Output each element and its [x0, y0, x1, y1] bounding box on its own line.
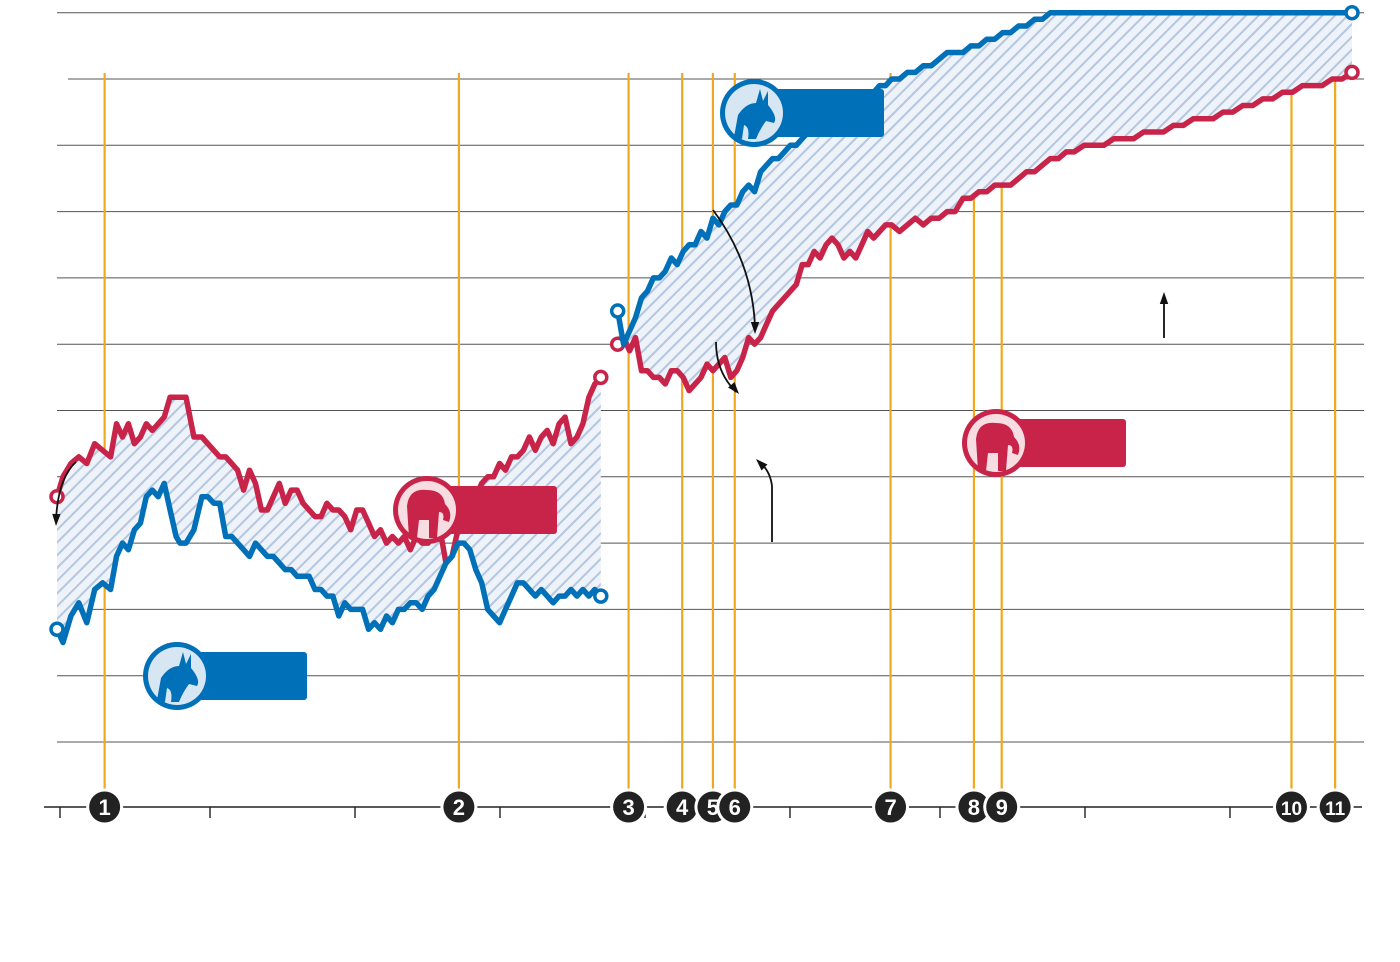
event-marker-disc	[1319, 791, 1351, 823]
dem-line	[614, 9, 1355, 347]
event-marker-8: 8	[955, 788, 993, 826]
elephant-shape	[407, 489, 451, 538]
elephant-icon	[398, 481, 456, 539]
gop-endpoint	[1344, 64, 1360, 81]
event-marker-2: 2	[440, 788, 478, 826]
event-marker-label: 8	[968, 795, 980, 820]
event-marker-label: 11	[1325, 799, 1346, 820]
event-marker-4: 4	[663, 788, 701, 826]
donkey-shape	[157, 652, 199, 702]
gop-endpoint	[49, 488, 65, 505]
event-marker-disc	[986, 791, 1018, 823]
event-marker-3: 3	[610, 788, 648, 826]
event-marker-11: 11	[1316, 788, 1354, 826]
arrow-head	[728, 382, 739, 394]
arrow-head	[756, 459, 768, 471]
gop-badge-bar	[427, 486, 557, 534]
event-marker-9: 9	[983, 788, 1021, 826]
gap-area	[617, 12, 1352, 391]
event-marker-disc	[613, 791, 645, 823]
dem-endpoint	[49, 621, 65, 638]
event-markers: 1 2 3 4 5 6 7 8 9 10 11	[86, 788, 1354, 826]
dem-endpoint	[593, 588, 609, 604]
arrow-head	[1159, 292, 1169, 304]
arrow-head	[750, 322, 760, 334]
event-marker-disc	[719, 791, 751, 823]
event-marker-disc	[443, 791, 475, 823]
party-badges	[143, 79, 1126, 710]
event-marker-label: 2	[453, 795, 465, 820]
annotation-arrow	[758, 461, 773, 542]
event-marker-1: 1	[86, 788, 124, 826]
dem-badge-bar	[754, 89, 884, 137]
gop-badge	[393, 476, 557, 544]
event-marker-7: 7	[872, 788, 910, 826]
arrow-head	[52, 513, 61, 526]
event-marker-label: 4	[676, 795, 689, 820]
gop-line	[614, 69, 1355, 394]
event-marker-label: 3	[622, 795, 634, 820]
event-marker-label: 7	[884, 795, 896, 820]
event-marker-label: 6	[729, 795, 741, 820]
donkey-icon	[725, 84, 783, 142]
gop-endpoint	[593, 369, 609, 386]
elephant-shape	[976, 422, 1020, 471]
event-marker-6: 6	[716, 788, 754, 826]
event-marker-label: 9	[996, 795, 1008, 820]
series-lines	[49, 4, 1360, 646]
event-marker-10: 10	[1272, 788, 1310, 826]
donkey-icon	[148, 647, 206, 705]
dem-badge	[720, 79, 884, 147]
donkey-shape	[734, 89, 776, 139]
dem-badge-bar	[177, 652, 307, 700]
event-marker-disc	[89, 791, 121, 823]
dem-badge	[143, 642, 307, 710]
event-marker-label: 5	[707, 795, 719, 820]
annotation-arrow	[712, 209, 756, 327]
gap-area	[57, 377, 601, 643]
dem-endpoint	[609, 303, 626, 319]
elephant-icon	[967, 414, 1025, 472]
gap-hatching	[57, 12, 1352, 643]
dem-endpoint	[1344, 4, 1360, 21]
event-marker-disc	[958, 791, 990, 823]
annotation-arrows	[52, 209, 1169, 542]
event-marker-disc	[1275, 791, 1307, 823]
event-marker-disc	[666, 791, 698, 823]
event-marker-disc	[875, 791, 907, 823]
gop-badge	[962, 409, 1126, 477]
gop-line	[54, 374, 604, 566]
gop-badge-bar	[996, 419, 1126, 467]
event-marker-label: 1	[99, 795, 111, 820]
event-marker-label: 10	[1281, 799, 1302, 820]
dem-line	[54, 480, 604, 646]
annotation-arrow	[55, 461, 77, 521]
